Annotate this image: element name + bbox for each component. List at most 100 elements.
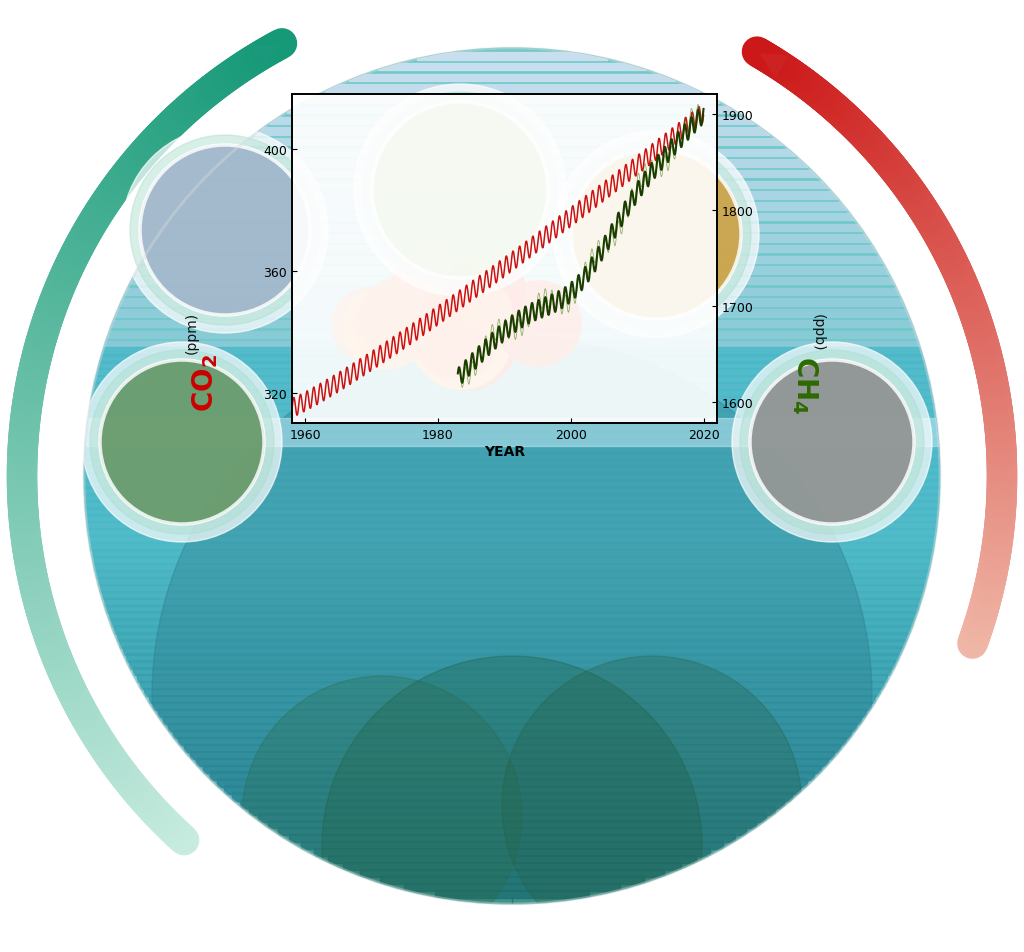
Bar — [93, 556, 931, 565]
Bar — [86, 425, 938, 432]
Bar — [403, 883, 621, 891]
Bar — [186, 192, 838, 200]
Bar — [197, 182, 827, 188]
Circle shape — [84, 49, 940, 904]
Bar — [154, 703, 870, 710]
Circle shape — [561, 140, 751, 329]
Circle shape — [322, 656, 702, 952]
Bar — [101, 591, 923, 600]
Bar — [140, 682, 884, 689]
Circle shape — [469, 320, 506, 357]
Bar — [85, 501, 939, 509]
Circle shape — [446, 251, 525, 329]
Circle shape — [242, 676, 522, 952]
Bar — [120, 640, 904, 648]
Bar — [108, 331, 916, 339]
Bar — [117, 633, 907, 641]
Circle shape — [740, 350, 924, 534]
Bar — [279, 827, 745, 836]
Bar — [88, 528, 936, 537]
Circle shape — [82, 343, 282, 543]
Text: (ppb): (ppb) — [811, 314, 825, 351]
Bar — [289, 834, 735, 843]
Circle shape — [416, 291, 485, 361]
Circle shape — [372, 103, 548, 279]
Bar — [103, 342, 921, 349]
Bar — [136, 674, 888, 683]
Bar — [86, 419, 938, 446]
Circle shape — [553, 132, 759, 338]
Bar — [90, 543, 934, 550]
Bar — [268, 821, 756, 828]
Bar — [109, 612, 915, 620]
Bar — [210, 772, 814, 780]
Bar — [87, 522, 937, 530]
Circle shape — [362, 93, 558, 288]
Bar — [84, 452, 940, 461]
Circle shape — [100, 361, 264, 525]
Bar — [155, 235, 869, 243]
Circle shape — [502, 656, 802, 952]
Circle shape — [571, 149, 741, 320]
Bar — [378, 64, 646, 71]
Circle shape — [463, 274, 506, 317]
Bar — [85, 438, 939, 446]
Circle shape — [419, 288, 494, 363]
Circle shape — [354, 85, 566, 297]
Circle shape — [456, 306, 490, 341]
Bar — [147, 246, 877, 253]
Bar — [91, 389, 933, 398]
Bar — [84, 486, 940, 495]
Bar — [184, 744, 840, 752]
Text: $\mathbf{CH_4}$: $\mathbf{CH_4}$ — [791, 355, 820, 414]
Bar — [217, 779, 807, 787]
Circle shape — [122, 128, 328, 333]
Bar — [84, 466, 940, 474]
Bar — [86, 427, 938, 435]
Bar — [287, 107, 737, 114]
Bar — [86, 431, 938, 440]
Bar — [114, 625, 910, 634]
Bar — [85, 446, 939, 453]
Bar — [249, 806, 775, 815]
Circle shape — [391, 248, 475, 332]
Bar — [96, 570, 928, 579]
Bar — [255, 129, 769, 135]
Bar — [162, 225, 862, 231]
Bar — [224, 785, 800, 794]
Bar — [305, 96, 719, 104]
Bar — [163, 716, 861, 724]
Bar — [129, 661, 895, 669]
Bar — [197, 758, 827, 766]
Bar — [84, 460, 940, 466]
Circle shape — [90, 350, 274, 534]
Bar — [217, 160, 807, 168]
Bar — [93, 383, 931, 391]
Bar — [207, 170, 817, 178]
Bar — [84, 473, 940, 482]
Bar — [89, 406, 935, 413]
Bar — [178, 737, 846, 745]
Circle shape — [732, 343, 932, 543]
Bar — [190, 751, 834, 759]
Bar — [99, 585, 925, 592]
Circle shape — [428, 303, 492, 367]
Bar — [203, 764, 821, 773]
Bar — [144, 688, 880, 697]
Bar — [168, 723, 856, 731]
X-axis label: YEAR: YEAR — [483, 445, 525, 458]
Bar — [92, 385, 932, 392]
Bar — [380, 876, 644, 884]
Bar — [229, 149, 795, 157]
Bar — [87, 417, 937, 426]
Text: $\mathbf{CO_2}$: $\mathbf{CO_2}$ — [190, 353, 220, 411]
Bar — [84, 459, 940, 467]
Bar — [85, 494, 939, 502]
Circle shape — [441, 290, 510, 359]
Bar — [123, 646, 901, 655]
Circle shape — [140, 146, 310, 316]
Bar — [173, 730, 851, 739]
Bar — [86, 507, 938, 516]
Bar — [349, 74, 675, 82]
Circle shape — [130, 136, 321, 326]
